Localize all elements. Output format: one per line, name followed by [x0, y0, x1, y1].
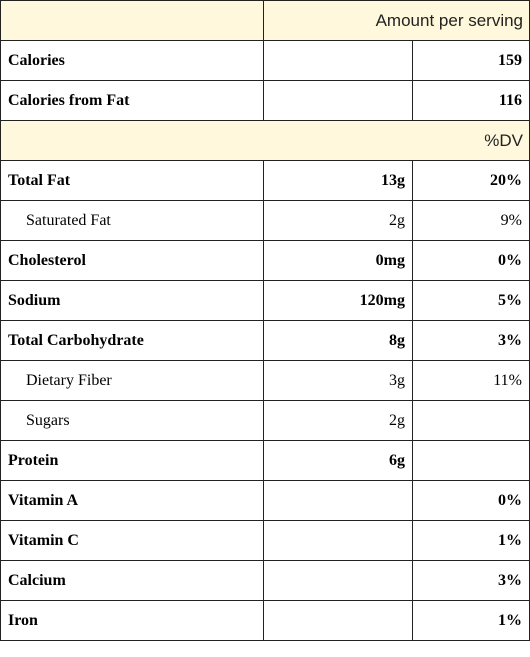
nutrient-rows: Total Fat 13g 20% Saturated Fat 2g 9% Choleste… [0, 160, 530, 641]
nutrient-dv: 1% [412, 520, 530, 561]
nutrient-name: Calcium [0, 560, 264, 601]
header-label: Amount per serving [263, 0, 530, 41]
nutrient-dv [412, 440, 530, 481]
nutrient-dv: 3% [412, 320, 530, 361]
header-row: Amount per serving [0, 0, 530, 41]
table-row: Sodium 120mg 5% [0, 280, 530, 321]
nutrient-dv: 3% [412, 560, 530, 601]
nutrient-name: Protein [0, 440, 264, 481]
table-row: Total Fat 13g 20% [0, 160, 530, 201]
nutrient-amount: 0mg [263, 240, 413, 281]
table-row: Dietary Fiber 3g 11% [0, 360, 530, 401]
nutrient-dv: 0% [412, 480, 530, 521]
table-row: Iron 1% [0, 600, 530, 641]
nutrient-amount: 6g [263, 440, 413, 481]
nutrient-dv: 9% [412, 200, 530, 241]
nutrient-amount [263, 600, 413, 641]
nutrition-table: Amount per serving Calories 159 Calories f… [0, 0, 530, 641]
nutrient-amount [263, 520, 413, 561]
nutrient-amount: 8g [263, 320, 413, 361]
nutrient-name: Dietary Fiber [0, 360, 264, 401]
table-row: Cholesterol 0mg 0% [0, 240, 530, 281]
nutrient-name: Iron [0, 600, 264, 641]
table-row: Calories from Fat 116 [0, 80, 530, 121]
nutrient-dv [412, 400, 530, 441]
table-row: Vitamin A 0% [0, 480, 530, 521]
nutrient-name: Saturated Fat [0, 200, 264, 241]
nutrient-dv: 1% [412, 600, 530, 641]
header-blank [0, 0, 264, 41]
nutrient-dv: 11% [412, 360, 530, 401]
table-row: Saturated Fat 2g 9% [0, 200, 530, 241]
energy-rows: Calories 159 Calories from Fat 116 [0, 40, 530, 121]
nutrient-name: Total Fat [0, 160, 264, 201]
nutrient-name: Total Carbohydrate [0, 320, 264, 361]
nutrient-amount: 3g [263, 360, 413, 401]
table-row: Vitamin C 1% [0, 520, 530, 561]
nutrient-name: Sodium [0, 280, 264, 321]
table-row: Calcium 3% [0, 560, 530, 601]
nutrient-name: Vitamin A [0, 480, 264, 521]
nutrient-dv: 20% [412, 160, 530, 201]
nutrient-amount: 2g [263, 400, 413, 441]
row-value: 159 [412, 40, 530, 81]
table-row: Sugars 2g [0, 400, 530, 441]
nutrient-amount [263, 560, 413, 601]
table-row: Protein 6g [0, 440, 530, 481]
row-label: Calories [0, 40, 264, 81]
empty-cell [263, 40, 413, 81]
nutrient-name: Cholesterol [0, 240, 264, 281]
nutrient-name: Vitamin C [0, 520, 264, 561]
nutrient-amount: 2g [263, 200, 413, 241]
dv-header-row: %DV [0, 120, 530, 161]
nutrient-dv: 5% [412, 280, 530, 321]
row-value: 116 [412, 80, 530, 121]
nutrient-amount: 13g [263, 160, 413, 201]
nutrient-name: Sugars [0, 400, 264, 441]
table-row: Calories 159 [0, 40, 530, 81]
dv-header: %DV [0, 120, 530, 161]
nutrient-amount: 120mg [263, 280, 413, 321]
nutrient-dv: 0% [412, 240, 530, 281]
empty-cell [263, 80, 413, 121]
table-row: Total Carbohydrate 8g 3% [0, 320, 530, 361]
row-label: Calories from Fat [0, 80, 264, 121]
nutrient-amount [263, 480, 413, 521]
